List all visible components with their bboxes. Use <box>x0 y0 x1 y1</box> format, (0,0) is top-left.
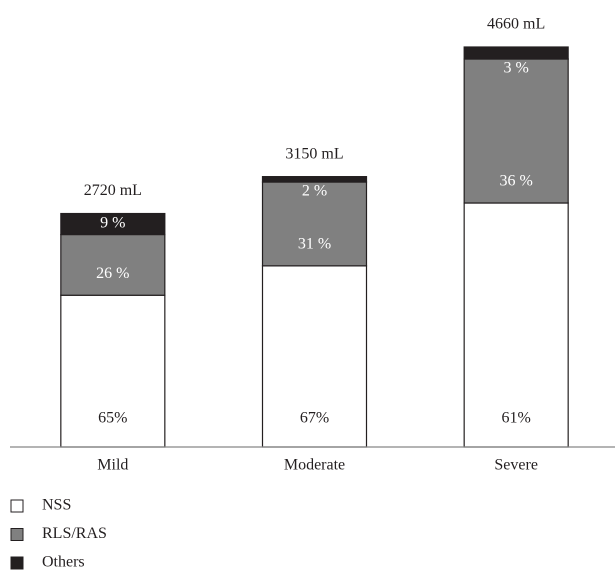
bar-segment <box>60 233 166 296</box>
legend-swatch <box>10 528 24 541</box>
legend-label: RLS/RAS <box>42 525 107 542</box>
legend-label: Others <box>42 554 85 571</box>
bar-segment <box>463 46 569 60</box>
value-label: 26 % <box>96 265 129 282</box>
bar-segment <box>261 265 368 448</box>
bar-segment <box>261 181 368 267</box>
value-label: 9 % <box>100 215 125 232</box>
bar-segment <box>60 212 166 236</box>
bar-segment <box>463 58 569 204</box>
bar-segment <box>261 176 368 183</box>
total-label: 2720 mL <box>84 182 142 199</box>
x-tick-label: Mild <box>97 457 128 474</box>
bar-segment <box>60 294 166 448</box>
legend-swatch <box>10 556 24 570</box>
value-label: 61% <box>502 410 531 427</box>
total-label: 4660 mL <box>487 16 545 33</box>
value-label: 67% <box>300 410 329 427</box>
x-tick-label: Severe <box>494 457 538 474</box>
value-label: 31 % <box>298 236 331 253</box>
value-label: 36 % <box>500 173 533 190</box>
legend-label: NSS <box>42 497 71 514</box>
value-label: 2 % <box>302 183 327 200</box>
legend-swatch <box>10 499 24 513</box>
x-tick-label: Moderate <box>284 457 345 474</box>
value-label: 3 % <box>504 60 529 77</box>
value-label: 65% <box>98 410 127 427</box>
total-label: 3150 mL <box>285 145 343 162</box>
